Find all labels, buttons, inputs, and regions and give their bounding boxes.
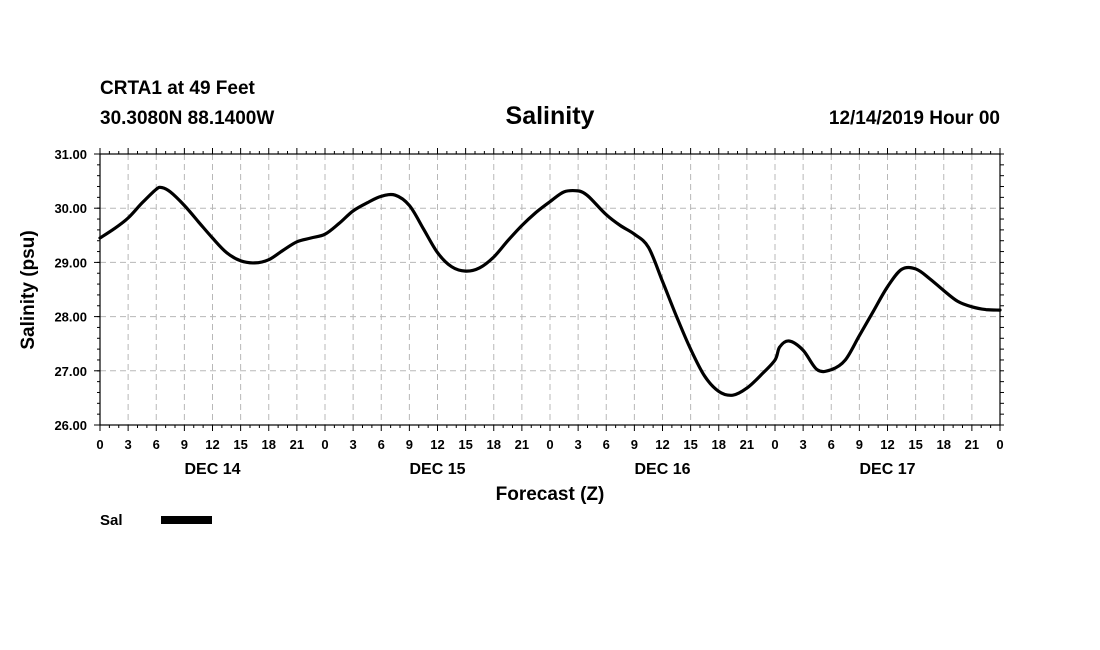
day-label: DEC 15: [409, 461, 465, 478]
x-tick-label: 0: [546, 437, 553, 452]
x-tick-label: 18: [487, 437, 501, 452]
x-tick-label: 9: [406, 437, 413, 452]
x-tick-label: 9: [181, 437, 188, 452]
x-tick-label: 3: [350, 437, 357, 452]
x-tick-label: 18: [712, 437, 726, 452]
x-tick-label: 12: [430, 437, 444, 452]
x-tick-label: 3: [800, 437, 807, 452]
y-tick-label: 30.00: [54, 201, 87, 216]
x-tick-label: 15: [233, 437, 247, 452]
x-tick-label: 6: [603, 437, 610, 452]
day-label: DEC 16: [634, 461, 690, 478]
x-axis-ticks: 0 3 6 9 12 15 18 21 0 3 6 9 12 15 18 21 0 3 6 9 12 15 18 21 0 3 6 9…: [96, 148, 1004, 452]
x-tick-label: 9: [631, 437, 638, 452]
x-tick-label: 6: [378, 437, 385, 452]
day-label: DEC 14: [184, 461, 240, 478]
station-name: CRTA1 at 49 Feet: [100, 78, 256, 99]
x-tick-label: 15: [458, 437, 472, 452]
y-axis-ticks: 31.00 30.00 29.00 28.00 27.00 26.00: [54, 147, 1004, 433]
x-tick-label: 15: [908, 437, 922, 452]
day-labels: DEC 14 DEC 15 DEC 16 DEC 17: [184, 461, 915, 478]
x-tick-label: 21: [515, 437, 529, 452]
salinity-series-line: [98, 185, 1002, 397]
x-tick-label: 9: [856, 437, 863, 452]
y-tick-label: 31.00: [54, 147, 87, 162]
x-tick-label: 12: [205, 437, 219, 452]
legend-label: Sal: [100, 512, 123, 529]
day-label: DEC 17: [859, 461, 915, 478]
x-axis-label: Forecast (Z): [496, 484, 605, 505]
x-tick-label: 12: [880, 437, 894, 452]
x-tick-label: 12: [655, 437, 669, 452]
y-tick-label: 29.00: [54, 255, 87, 270]
x-tick-label: 3: [125, 437, 132, 452]
x-tick-label: 6: [153, 437, 160, 452]
y-tick-label: 28.00: [54, 310, 87, 325]
y-tick-label: 27.00: [54, 364, 87, 379]
plot-frame: [99, 153, 1001, 426]
y-axis-label: Salinity (psu): [18, 230, 39, 349]
y-tick-label: 26.00: [54, 418, 87, 433]
x-tick-label: 21: [965, 437, 979, 452]
x-tick-label: 21: [290, 437, 304, 452]
x-tick-label: 0: [996, 437, 1003, 452]
station-coords: 30.3080N 88.1400W: [100, 108, 274, 129]
x-tick-label: 21: [740, 437, 754, 452]
x-tick-label: 18: [937, 437, 951, 452]
grid-lines: [100, 154, 1000, 425]
legend-swatch: [161, 516, 212, 524]
x-tick-label: 0: [96, 437, 103, 452]
x-tick-label: 3: [575, 437, 582, 452]
forecast-timestamp: 12/14/2019 Hour 00: [829, 108, 1000, 129]
x-tick-label: 6: [828, 437, 835, 452]
chart-title: Salinity: [506, 102, 595, 130]
x-tick-label: 0: [321, 437, 328, 452]
x-tick-label: 18: [262, 437, 276, 452]
x-tick-label: 15: [683, 437, 697, 452]
x-tick-label: 0: [771, 437, 778, 452]
